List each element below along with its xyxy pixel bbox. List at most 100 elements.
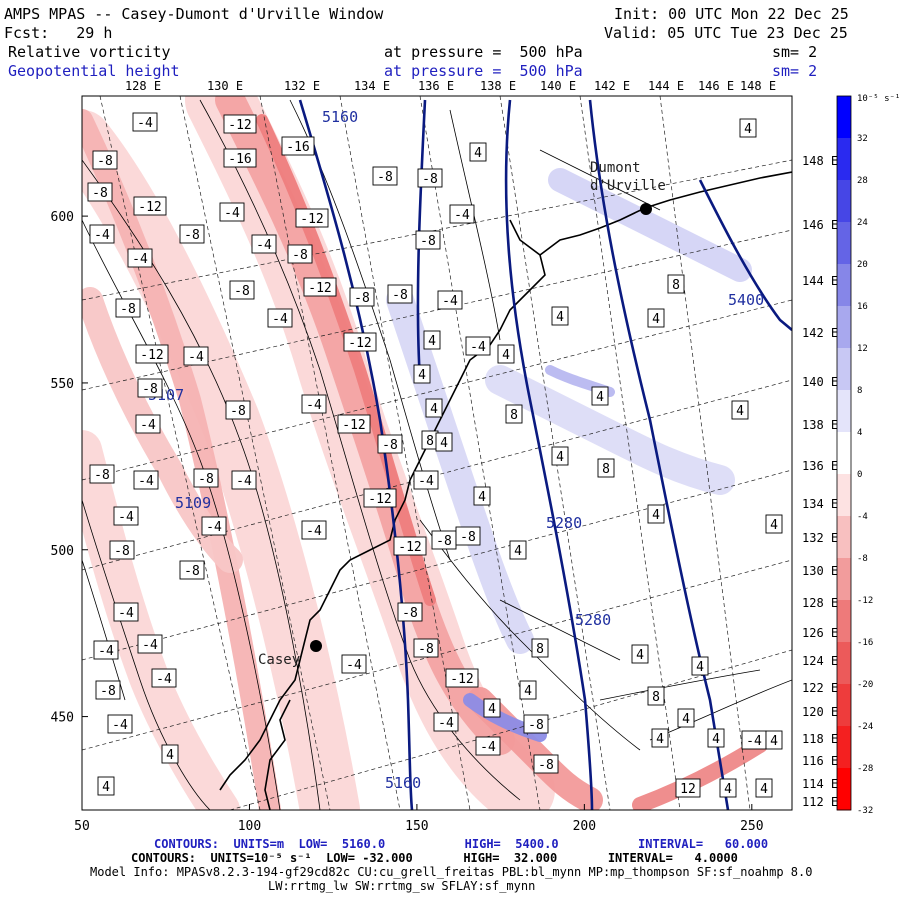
vorticity-label: -8 <box>115 298 141 318</box>
footer-model-info: Model Info: MPASv8.2.3-194-gf29cd82c CU:… <box>90 865 813 879</box>
vorticity-label-box <box>533 754 559 774</box>
vorticity-label-text: 4 <box>556 450 564 465</box>
vorticity-label-box <box>231 470 257 490</box>
station-label: d'Urville <box>590 178 666 194</box>
vorticity-label: -4 <box>113 602 139 622</box>
colorbar-segment <box>837 516 851 559</box>
vorticity-label-text: -8 <box>382 438 398 453</box>
colorbar-segment <box>837 390 851 433</box>
vorticity-label-box <box>483 698 501 718</box>
vorticity-label-box <box>497 344 515 364</box>
vorticity-label: -4 <box>183 346 209 366</box>
vorticity-label-text: -4 <box>138 474 154 489</box>
vorticity-label-box <box>267 308 293 328</box>
vorticity-label-text: 4 <box>102 780 110 795</box>
vorticity-label-box <box>651 728 669 748</box>
vorticity-label-box <box>363 488 397 508</box>
right-latlon-label: 148 E <box>802 154 838 168</box>
vorticity-label-text: -12 <box>342 418 365 433</box>
vorticity-label-box <box>631 644 649 664</box>
vorticity-label-text: -4 <box>272 312 288 327</box>
vorticity-label-box <box>387 284 413 304</box>
vorticity-label: 4 <box>719 778 737 798</box>
colorbar-label: 12 <box>857 344 868 354</box>
height-contour-label: 5280 <box>546 514 582 532</box>
vorticity-label-text: -4 <box>140 418 156 433</box>
vorticity-label: 4 <box>707 728 725 748</box>
vorticity-label-box <box>377 434 403 454</box>
vorticity-label-text: 4 <box>524 684 532 699</box>
vorticity-label-box <box>107 714 133 734</box>
height-contour-label: 5160 <box>322 108 358 126</box>
vorticity-label-box <box>287 244 313 264</box>
vorticity-label-text: -4 <box>256 238 272 253</box>
vorticity-contour <box>599 669 761 701</box>
vorticity-label-text: 4 <box>656 732 664 747</box>
vorticity-label-box <box>437 290 463 310</box>
vorticity-label: 8 <box>667 274 685 294</box>
vorticity-label-box <box>473 486 491 506</box>
vorticity-label-box <box>707 728 725 748</box>
vorticity-label-box <box>135 414 161 434</box>
vorticity-label-text: -16 <box>286 140 309 155</box>
right-latlon-label: 114 E <box>802 777 838 791</box>
vorticity-label-box <box>531 638 549 658</box>
vorticity-label-text: -4 <box>470 340 486 355</box>
vorticity-label: 8 <box>505 404 523 424</box>
vorticity-label-text: -4 <box>438 716 454 731</box>
colorbar-unit: 10⁻⁵ s⁻¹ <box>857 94 900 104</box>
y-tick-label: 600 <box>51 210 74 225</box>
vorticity-label-box <box>341 654 367 674</box>
vorticity-label: 4 <box>483 698 501 718</box>
latlon-gridline <box>579 96 681 810</box>
colorbar-label: 4 <box>857 428 862 438</box>
latlon-gridline <box>229 649 792 810</box>
vorticity-label-box <box>739 118 757 138</box>
vorticity-label-box <box>719 778 737 798</box>
right-latlon-label: 136 E <box>802 459 838 473</box>
x-tick-label: 150 <box>405 819 428 834</box>
right-latlon-label: 146 E <box>802 218 838 232</box>
vorticity-label-text: -8 <box>354 291 370 306</box>
vorticity-label: -4 <box>301 394 327 414</box>
vorticity-label-box <box>137 634 163 654</box>
field2-name: Geopotential height <box>8 62 180 80</box>
vorticity-label: -12 <box>223 114 257 134</box>
vorticity-label: -8 <box>109 540 135 560</box>
top-longitude-label: 146 E <box>698 79 734 93</box>
vorticity-label-text: -8 <box>436 534 452 549</box>
vorticity-label-box <box>475 736 501 756</box>
right-latlon-label: 122 E <box>802 681 838 695</box>
vorticity-label-box <box>93 640 119 660</box>
vorticity-label: 4 <box>755 778 773 798</box>
height-contour-label: 5109 <box>175 494 211 512</box>
vorticity-label-box <box>151 668 177 688</box>
vorticity-label-box <box>223 114 257 134</box>
vorticity-label-box <box>229 280 255 300</box>
right-latlon-label: 134 E <box>802 497 838 511</box>
vorticity-label: 4 <box>731 400 749 420</box>
height-contour <box>698 179 792 331</box>
vorticity-label: -4 <box>133 470 159 490</box>
vorticity-label-text: -8 <box>120 302 136 317</box>
vorticity-label-text: -8 <box>92 186 108 201</box>
vorticity-label-text: -8 <box>402 606 418 621</box>
vorticity-label-box <box>343 332 377 352</box>
vorticity-label-text: 4 <box>166 748 174 763</box>
vorticity-label-text: -16 <box>228 152 251 167</box>
footer-height-contours: CONTOURS: UNITS=m LOW= 5160.0 HIGH= 5400… <box>154 837 769 851</box>
vorticity-label-box <box>449 204 475 224</box>
vorticity-label-box <box>372 166 398 186</box>
vorticity-label: -8 <box>95 680 121 700</box>
colorbar-label: -16 <box>857 638 873 648</box>
vorticity-label-box <box>301 520 327 540</box>
vorticity-band <box>256 114 436 606</box>
vorticity-label-box <box>551 446 569 466</box>
latlon-gridline <box>499 96 611 810</box>
vorticity-label: 4 <box>425 398 443 418</box>
vorticity-label-text: -8 <box>142 382 158 397</box>
vorticity-label-text: -4 <box>346 658 362 673</box>
x-tick-label: 250 <box>740 819 763 834</box>
vorticity-label-box <box>133 470 159 490</box>
